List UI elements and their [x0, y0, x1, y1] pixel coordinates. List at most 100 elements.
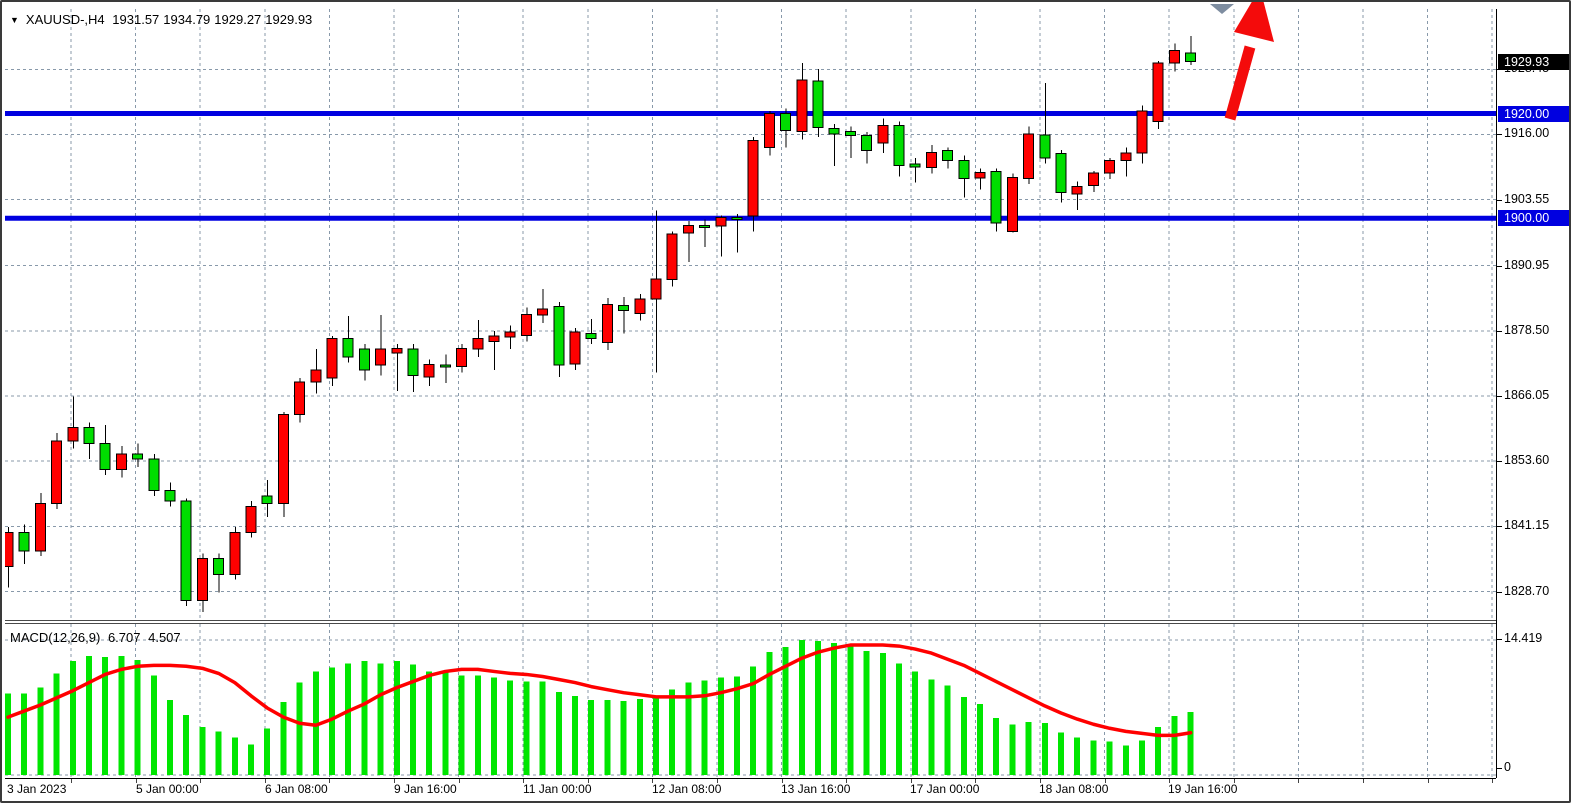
candle-body: [1039, 134, 1051, 159]
candle-body: [132, 453, 144, 460]
candle-body: [682, 225, 694, 234]
price-tick-label: 1866.05: [1504, 388, 1550, 403]
time-label: 9 Jan 16:00: [394, 782, 457, 796]
candle-body: [537, 308, 549, 316]
macd-histogram-bar: [1025, 722, 1032, 775]
macd-histogram-bar: [264, 728, 271, 775]
symbol-timeframe: XAUUSD-,H4: [25, 12, 105, 27]
macd-name: MACD(12,26,9): [10, 630, 101, 645]
macd-histogram-bar: [296, 682, 303, 775]
candle-body: [229, 531, 241, 575]
candle-body: [553, 306, 565, 366]
time-tick-mark: [264, 779, 266, 783]
candle-body: [261, 495, 273, 505]
candle-body: [326, 338, 338, 379]
candle-body: [439, 364, 451, 368]
macd-histogram-bar: [118, 656, 125, 775]
price-axis[interactable]: 1928.451916.001903.551890.951878.501866.…: [1496, 9, 1569, 778]
collapse-triangle-icon[interactable]: ▼: [10, 15, 19, 25]
time-label: 13 Jan 16:00: [781, 782, 851, 796]
macd-histogram-bar: [53, 673, 60, 775]
macd-histogram-bar: [620, 700, 627, 775]
candle-body: [358, 348, 370, 371]
axis-tick-mark: [1497, 638, 1502, 640]
macd-histogram-bar: [1171, 716, 1178, 775]
candle-body: [375, 348, 387, 366]
candle-body: [844, 130, 856, 136]
macd-histogram-bar: [1187, 712, 1194, 775]
time-label: 5 Jan 00:00: [136, 782, 199, 796]
time-label: 18 Jan 08:00: [1039, 782, 1109, 796]
candle-body: [342, 338, 354, 358]
ohlc-readout: ▼ XAUUSD-,H4 1931.57 1934.79 1929.27 1929.93: [10, 12, 316, 27]
candle-body: [796, 79, 808, 132]
axis-tick-mark: [1497, 461, 1502, 463]
axis-tick-mark: [1497, 134, 1502, 136]
price-chart-pane[interactable]: ▼ XAUUSD-,H4 1931.57 1934.79 1929.27 1929.93: [5, 9, 1496, 621]
macd-histogram-bar: [588, 699, 595, 775]
time-label: 19 Jan 16:00: [1168, 782, 1238, 796]
candle-body: [1006, 176, 1018, 232]
candle-body: [731, 217, 743, 220]
candle-body: [601, 304, 613, 343]
horizontal-level-line[interactable]: [5, 111, 1496, 117]
candle-body: [569, 331, 581, 365]
macd-pane[interactable]: MACD(12,26,9) 6.707 4.507: [5, 623, 1496, 778]
macd-histogram-bar: [86, 656, 92, 775]
price-tick-label: 1890.95: [1504, 257, 1550, 272]
macd-histogram-bar: [1139, 740, 1145, 775]
macd-histogram-bar: [879, 653, 886, 775]
macd-histogram-bar: [69, 661, 76, 775]
time-tick-mark: [1363, 779, 1364, 783]
macd-histogram-bar: [474, 675, 481, 775]
macd-histogram-bar: [458, 675, 465, 775]
macd-histogram-bar: [896, 663, 902, 775]
macd-histogram-bar: [183, 715, 190, 775]
candle-body: [942, 150, 954, 162]
macd-histogram-bar: [410, 664, 416, 775]
candle-body: [1168, 50, 1180, 64]
time-tick-mark: [329, 779, 331, 783]
candle-body: [5, 531, 14, 568]
time-tick-mark: [1040, 779, 1041, 783]
time-tick-mark: [1492, 779, 1494, 783]
time-tick-mark: [71, 779, 72, 783]
macd-histogram-bar: [507, 680, 514, 775]
macd-histogram-bar: [523, 681, 530, 775]
time-tick-mark: [458, 779, 460, 783]
axis-tick-mark: [1497, 591, 1502, 593]
level-price-box: 1920.00: [1498, 105, 1569, 122]
horizontal-level-line[interactable]: [5, 215, 1496, 221]
current-price-box: 1929.93: [1498, 53, 1569, 70]
macd-histogram-bar: [37, 687, 44, 775]
candle-body: [828, 128, 840, 135]
time-label: 12 Jan 08:00: [652, 782, 722, 796]
macd-axis-label: 0: [1504, 760, 1511, 774]
time-tick-mark: [910, 779, 912, 783]
macd-histogram-bar: [734, 676, 740, 775]
candle-body: [1087, 172, 1099, 186]
candle-body: [1152, 62, 1164, 122]
candle-body: [310, 369, 322, 383]
price-chart-svg: [5, 9, 1496, 620]
macd-histogram-bar: [750, 666, 757, 775]
price-tick-label: 1878.50: [1504, 322, 1550, 337]
candle-body: [488, 335, 500, 342]
candle-body: [812, 80, 824, 129]
macd-histogram-bar: [798, 639, 805, 775]
candle-body: [99, 442, 111, 471]
time-tick-mark: [1427, 779, 1429, 783]
axis-tick-mark: [1497, 526, 1502, 528]
axis-tick-mark: [1497, 69, 1502, 71]
macd-histogram-bar: [831, 642, 838, 775]
time-tick-mark: [1233, 779, 1235, 783]
macd-histogram-bar: [150, 675, 157, 775]
candle-body: [83, 427, 95, 444]
time-label: 17 Jan 00:00: [910, 782, 980, 796]
macd-histogram-bar: [1058, 732, 1064, 775]
macd-histogram-bar: [491, 677, 497, 775]
candle-body: [699, 225, 711, 229]
candle-body: [67, 427, 79, 442]
time-axis[interactable]: 3 Jan 2023 5 Jan 00:00 6 Jan 08:00 9 Jan 16…: [5, 778, 1496, 801]
macd-histogram-bar: [329, 667, 335, 775]
